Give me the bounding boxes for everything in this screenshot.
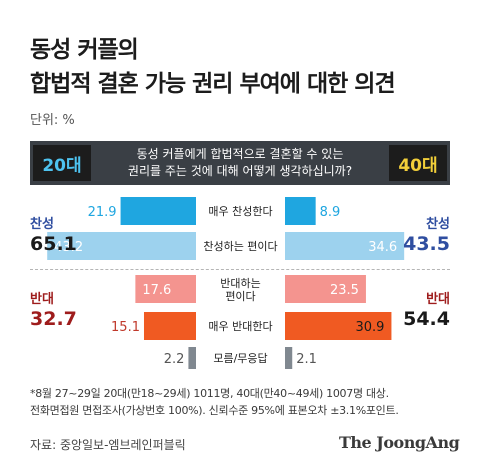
source-credit: 자료: 중앙일보-엠브레인퍼블릭 bbox=[30, 438, 186, 452]
oppose-total-value-40s: 54.4 bbox=[403, 308, 450, 330]
value-label-40s-3: 23.5 bbox=[330, 283, 359, 298]
publisher-logo: The JoongAng bbox=[339, 433, 460, 452]
agree-total-value-40s: 43.5 bbox=[403, 233, 450, 255]
value-label-20s-2: 43.2 bbox=[54, 240, 83, 255]
oppose-total-label-40s: 반대 bbox=[426, 291, 450, 307]
category-label-1: 매우 찬성한다 bbox=[208, 204, 272, 218]
bar-20s-1 bbox=[120, 197, 196, 225]
category-label-5: 모름/무응답 bbox=[213, 352, 267, 365]
age-group-20s-label: 20대 bbox=[33, 145, 91, 181]
bar-20s-3 bbox=[135, 275, 196, 303]
value-label-40s-2: 34.6 bbox=[368, 240, 397, 255]
value-label-20s-1: 21.9 bbox=[88, 205, 117, 220]
agree-oppose-divider bbox=[30, 269, 450, 270]
agree-total-label-40s: 찬성 bbox=[426, 216, 450, 232]
value-label-40s-1: 8.9 bbox=[320, 205, 341, 220]
agree-total-value-20s: 65.1 bbox=[30, 233, 77, 255]
agree-total-label-20s: 찬성 bbox=[30, 216, 54, 232]
bar-40s-5 bbox=[285, 347, 293, 369]
value-label-20s-3: 17.6 bbox=[142, 283, 171, 298]
category-label-3-line1: 반대하는 bbox=[220, 276, 260, 290]
unit-label: 단위: % bbox=[30, 113, 75, 128]
chart-title-line2: 합법적 결혼 가능 권리 부여에 대한 의견 bbox=[30, 71, 396, 97]
survey-question-line1: 동성 커플에게 합법적으로 결혼할 수 있는 bbox=[136, 147, 344, 161]
bar-40s-1 bbox=[285, 197, 316, 225]
oppose-total-label-20s: 반대 bbox=[30, 291, 54, 307]
value-label-40s-5: 2.1 bbox=[296, 352, 317, 367]
footnote-line2: 전화면접원 면접조사(가상번호 100%). 신뢰수준 95%에 표본오차 ±3… bbox=[30, 404, 399, 417]
value-label-20s-5: 2.2 bbox=[164, 352, 185, 367]
bar-40s-3 bbox=[285, 275, 366, 303]
bar-20s-5 bbox=[188, 347, 196, 369]
question-header bbox=[30, 141, 450, 185]
bar-20s-4 bbox=[143, 312, 196, 340]
category-label-2: 찬성하는 편이다 bbox=[203, 239, 277, 253]
value-label-40s-4: 30.9 bbox=[355, 320, 384, 335]
survey-question: 동성 커플에게 합법적으로 결혼할 수 있는 권리를 주는 것에 대해 어떻게 … bbox=[92, 146, 388, 180]
category-label-3-line2: 편이다 bbox=[225, 290, 255, 303]
category-label-4: 매우 반대한다 bbox=[208, 320, 272, 333]
chart-title-line1: 동성 커플의 bbox=[30, 37, 139, 63]
oppose-total-value-20s: 32.7 bbox=[30, 308, 77, 330]
bar-40s-4 bbox=[285, 312, 392, 340]
footnote-line1: *8월 27~29일 20대(만18~29세) 1011명, 40대(만40~4… bbox=[30, 387, 389, 400]
age-group-40s-label: 40대 bbox=[389, 145, 447, 181]
bar-20s-2 bbox=[47, 232, 197, 260]
survey-question-line2: 권리를 주는 것에 대해 어떻게 생각하십니까? bbox=[127, 164, 353, 178]
value-label-20s-4: 15.1 bbox=[111, 320, 140, 335]
bar-40s-2 bbox=[285, 232, 405, 260]
